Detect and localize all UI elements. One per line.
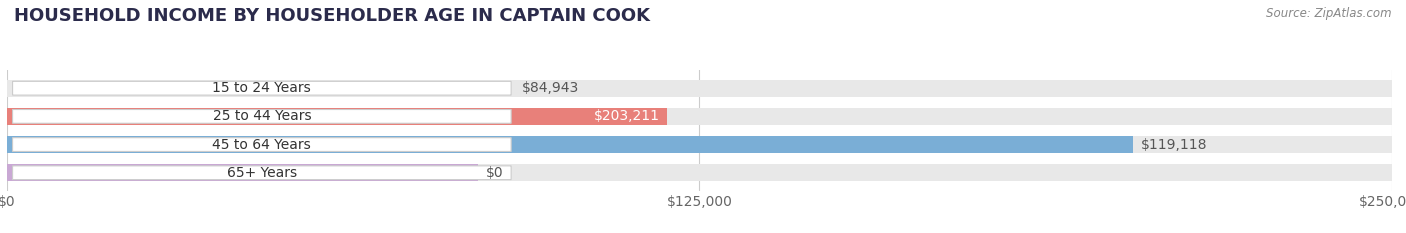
Text: $84,943: $84,943 bbox=[522, 81, 579, 95]
Text: 65+ Years: 65+ Years bbox=[226, 166, 297, 180]
Bar bbox=[7, 108, 666, 125]
Text: $119,118: $119,118 bbox=[1142, 137, 1208, 152]
Bar bbox=[7, 164, 478, 181]
Text: Source: ZipAtlas.com: Source: ZipAtlas.com bbox=[1267, 7, 1392, 20]
Bar bbox=[7, 108, 1392, 125]
Bar bbox=[7, 136, 1392, 153]
Text: 25 to 44 Years: 25 to 44 Years bbox=[212, 109, 311, 123]
Text: $0: $0 bbox=[486, 166, 503, 180]
Text: 45 to 64 Years: 45 to 64 Years bbox=[212, 137, 311, 152]
Bar bbox=[7, 80, 1392, 97]
Bar bbox=[7, 136, 1133, 153]
Text: 15 to 24 Years: 15 to 24 Years bbox=[212, 81, 311, 95]
Bar bbox=[7, 164, 1392, 181]
FancyBboxPatch shape bbox=[13, 138, 512, 151]
FancyBboxPatch shape bbox=[13, 166, 512, 180]
FancyBboxPatch shape bbox=[13, 81, 512, 95]
Text: HOUSEHOLD INCOME BY HOUSEHOLDER AGE IN CAPTAIN COOK: HOUSEHOLD INCOME BY HOUSEHOLDER AGE IN C… bbox=[14, 7, 650, 25]
FancyBboxPatch shape bbox=[13, 110, 512, 123]
Text: $203,211: $203,211 bbox=[593, 109, 659, 123]
